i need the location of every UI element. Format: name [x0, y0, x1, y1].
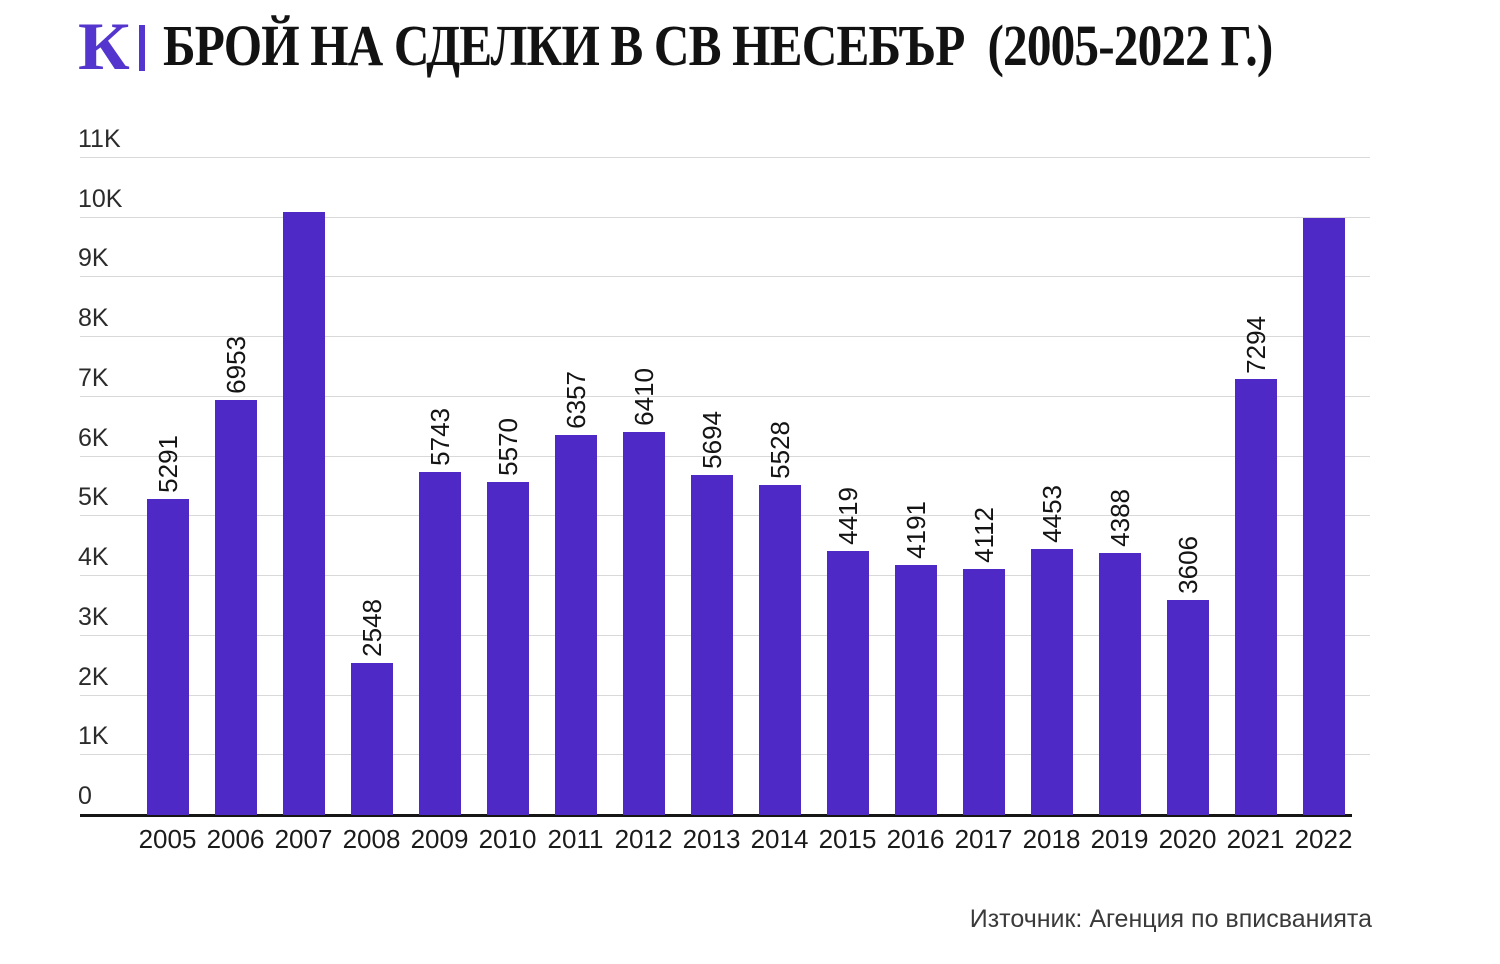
- chart-header: К БРОЙ НА СДЕЛКИ В СВ НЕСЕБЪР (2005-2022…: [78, 12, 1469, 80]
- bar-2017: [962, 569, 1005, 815]
- bar-2016: [894, 564, 937, 815]
- gridline: [80, 216, 1370, 218]
- y-tick-label: 1K: [78, 722, 109, 751]
- bar-value-label: 6953: [220, 335, 251, 394]
- y-tick-label: 0: [78, 782, 92, 810]
- bar-value-label: 7294: [1240, 315, 1271, 374]
- x-tick-label: 2014: [750, 824, 809, 854]
- x-tick-label: 2012: [614, 824, 673, 854]
- x-tick-label: 2022: [1294, 824, 1353, 854]
- gridline: [80, 336, 1370, 338]
- gridline: [80, 276, 1370, 278]
- bar-2018: [1030, 549, 1073, 815]
- bar-2012: [622, 432, 665, 815]
- x-tick-label: 2011: [547, 824, 604, 854]
- brand-logo-k: К: [78, 8, 130, 84]
- bar-value-label: 4112: [968, 507, 999, 564]
- bar-2022: [1302, 217, 1345, 815]
- bar-2021: [1234, 379, 1277, 815]
- bar-2006: [214, 399, 257, 815]
- x-tick-label: 2010: [478, 824, 537, 854]
- y-tick-label: 4K: [78, 543, 109, 572]
- y-tick-label: 8K: [78, 304, 109, 333]
- y-tick-label: 10K: [78, 184, 123, 213]
- bar-2009: [418, 472, 461, 815]
- bar-2020: [1166, 599, 1209, 815]
- bar-value-label: 4388: [1104, 489, 1135, 547]
- x-tick-label: 2008: [342, 824, 401, 854]
- source-note: Източник: Агенция по вписванията: [969, 905, 1372, 933]
- y-tick-label: 2K: [78, 662, 109, 691]
- bar-2005: [146, 498, 189, 815]
- bar-value-label: 5528: [764, 420, 795, 479]
- gridline: [80, 455, 1370, 457]
- bar-2007: [282, 211, 325, 815]
- bar-value-label: 4191: [900, 500, 931, 559]
- x-tick-label: 2018: [1022, 824, 1081, 854]
- x-tick-label: 2007: [274, 824, 333, 854]
- bar-value-label: 2548: [356, 598, 387, 657]
- x-tick-label: 2006: [206, 824, 265, 854]
- bar-value-label: 5291: [152, 435, 183, 493]
- bar-value-label: 4453: [1036, 485, 1067, 544]
- gridline: [80, 395, 1370, 397]
- y-tick-label: 5K: [78, 483, 109, 512]
- x-tick-label: 2019: [1090, 824, 1149, 854]
- y-tick-label: 3K: [78, 602, 109, 631]
- bar-2011: [554, 435, 597, 815]
- gridline: [80, 157, 1370, 158]
- y-tick-label: 11K: [78, 125, 121, 153]
- y-tick-label: 9K: [78, 244, 109, 273]
- x-tick-label: 2020: [1158, 824, 1217, 854]
- x-tick-label: 2016: [886, 824, 945, 854]
- bar-value-label: 6357: [560, 371, 591, 430]
- x-tick-label: 2009: [410, 824, 469, 854]
- bar-value-label: 6410: [628, 368, 659, 427]
- bar-chart-plot-area: 0 1K 2K 3K 4K 5K 6K 7K 8K 9K 10K 11K 5291 2005 6953 200…: [78, 127, 1370, 854]
- bar-2014: [758, 484, 801, 815]
- brand-logo-separator: [139, 25, 146, 71]
- bar-value-label: 5743: [424, 408, 455, 466]
- x-axis-line: [80, 814, 1352, 817]
- chart-title: БРОЙ НА СДЕЛКИ В СВ НЕСЕБЪР (2005-2022 Г…: [163, 13, 1273, 78]
- bar-2015: [826, 551, 869, 815]
- x-tick-label: 2017: [954, 824, 1013, 854]
- bar-2013: [690, 474, 733, 815]
- y-tick-label: 6K: [78, 423, 109, 452]
- bar-2019: [1098, 552, 1141, 815]
- bar-2010: [486, 482, 529, 815]
- x-tick-label: 2013: [682, 824, 741, 854]
- x-tick-label: 2021: [1226, 824, 1285, 854]
- x-tick-label: 2015: [818, 824, 877, 854]
- bar-2008: [350, 662, 393, 815]
- y-tick-label: 7K: [78, 363, 109, 392]
- bar-value-label: 5570: [492, 418, 523, 477]
- bar-value-label: 3606: [1172, 535, 1203, 594]
- x-tick-label: 2005: [138, 824, 197, 854]
- bar-value-label: 5694: [696, 411, 727, 469]
- bar-value-label: 4419: [832, 487, 863, 546]
